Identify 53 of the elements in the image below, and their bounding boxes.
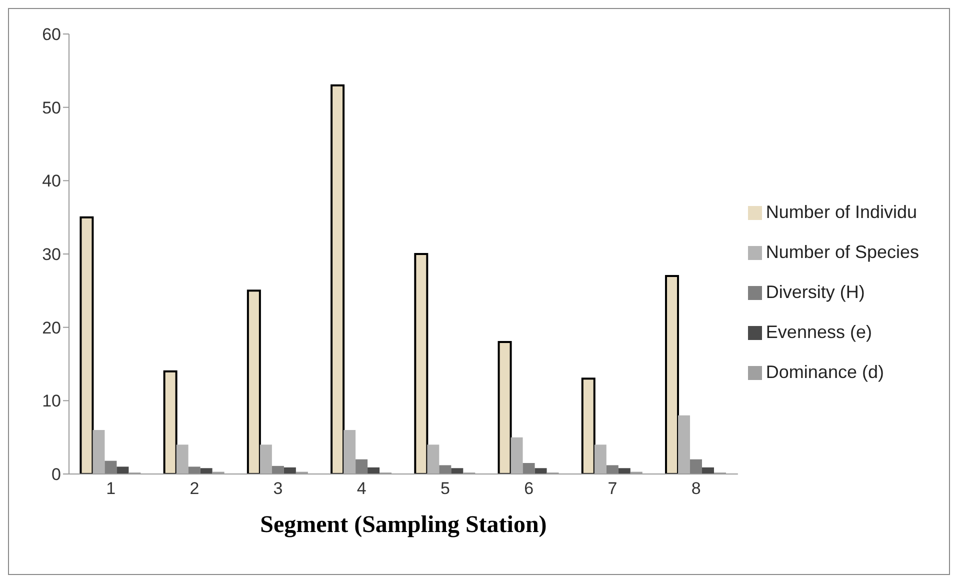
x-tick-label: 4 [356,479,366,498]
y-tick-label: 50 [42,98,61,118]
bar [690,459,702,474]
bar [618,468,630,474]
bar [330,84,345,474]
y-tick-label: 10 [42,392,61,411]
y-tick-label: 60 [42,25,61,44]
bar [176,444,188,474]
bar [284,467,296,474]
bar [344,430,356,474]
bar [414,253,428,474]
x-tick-label: 7 [608,479,618,498]
x-tick-label: 2 [190,479,200,498]
legend-label: Number of Species [766,242,919,262]
x-tick-label: 3 [273,479,283,498]
bar [368,467,380,474]
bar [510,437,523,474]
bar [104,460,117,474]
bar [80,216,94,474]
bar [200,468,212,474]
y-tick-label: 0 [52,465,61,484]
bar [678,415,690,474]
y-tick-label: 20 [42,318,61,338]
bar [188,466,200,474]
legend-label: Number of Individu [766,202,917,222]
bar [246,290,261,474]
bar [163,370,178,474]
legend-label: Evenness (e) [766,322,872,342]
bar [439,465,452,474]
x-tick-label: 5 [440,479,450,498]
bar [665,275,680,474]
x-tick-label: 1 [106,479,116,498]
legend-label: Dominance (d) [766,362,884,382]
bar [606,465,618,474]
bar [427,444,440,474]
bar [498,341,512,474]
bar [522,463,535,474]
bar [534,468,547,474]
y-tick-label: 30 [42,245,61,264]
bar [356,459,368,474]
bar [594,444,606,474]
x-tick-label: 8 [691,479,701,498]
bar [92,430,105,474]
bar [451,468,464,474]
x-axis-title: Segment (Sampling Station) [260,512,547,538]
bar [260,444,272,474]
bar [581,378,596,474]
bar [272,466,284,474]
y-tick-label: 40 [42,172,61,191]
bar [116,466,129,474]
bar [702,467,714,474]
x-tick-label: 6 [524,479,534,498]
legend-label: Diversity (H) [766,282,865,302]
